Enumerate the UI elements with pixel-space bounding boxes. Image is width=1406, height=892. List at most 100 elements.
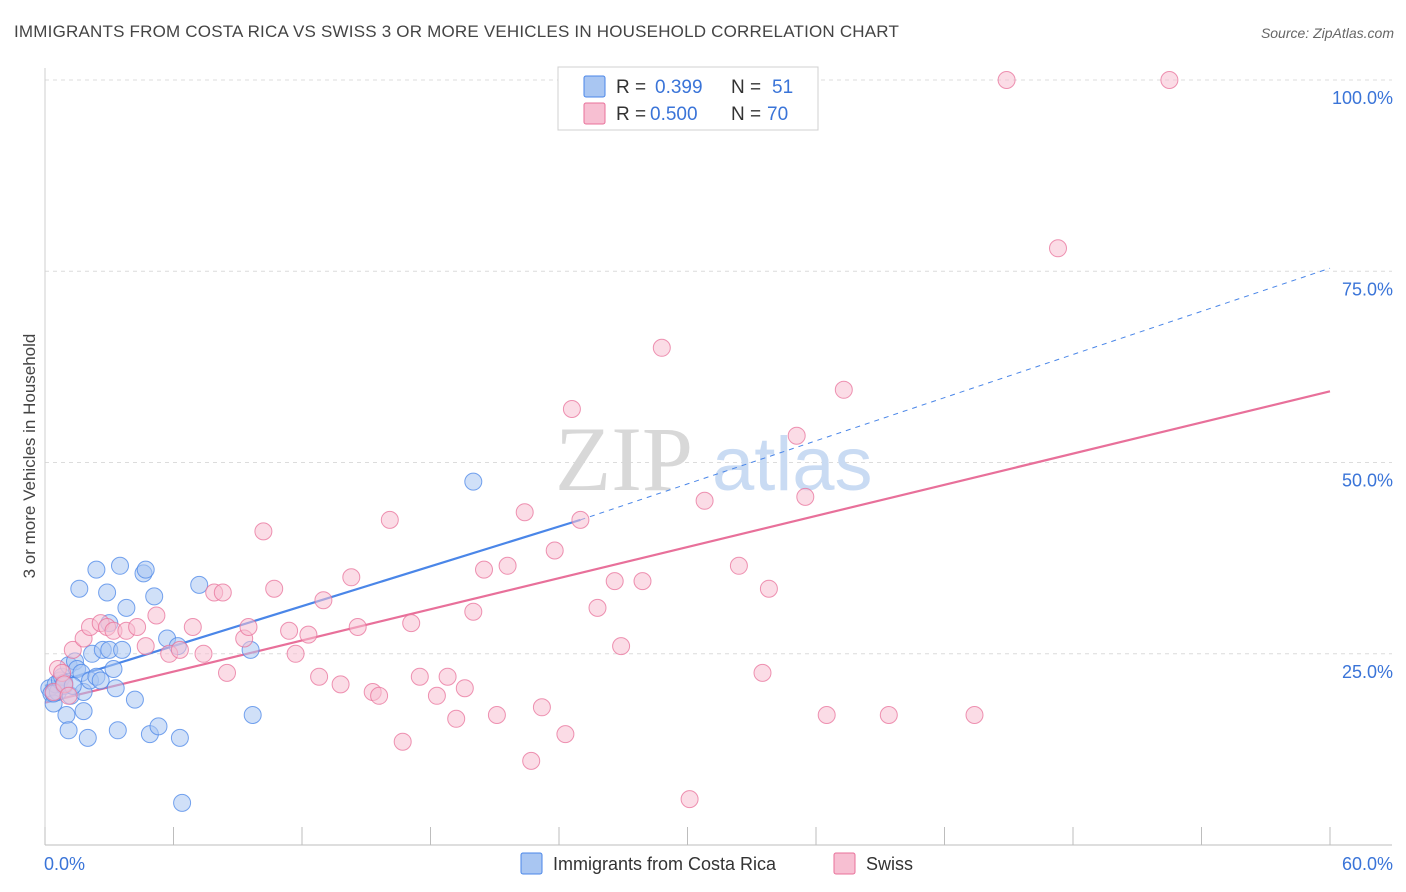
data-point — [108, 721, 127, 740]
data-point — [111, 556, 129, 575]
legend-n-value-1: 51 — [772, 77, 793, 98]
data-point — [98, 583, 117, 602]
data-point — [605, 572, 624, 591]
x-tick-label: 60.0% — [1342, 854, 1393, 874]
data-point — [147, 606, 166, 625]
watermark-zip: ZIP — [555, 408, 693, 510]
watermark: ZIP atlas — [555, 408, 873, 510]
data-point — [455, 679, 474, 698]
data-point — [545, 541, 564, 560]
y-axis-label: 3 or more Vehicles in Household — [20, 334, 39, 579]
data-point — [342, 568, 361, 587]
data-point — [393, 732, 412, 751]
bottom-legend-swatch-pink — [833, 852, 856, 875]
data-point — [759, 579, 778, 598]
legend-box: R = 0.399 N = 51 R = 0.500 N = 70 — [557, 66, 819, 131]
trend-line-0 — [44, 518, 581, 687]
data-point — [239, 618, 258, 636]
x-tick-label: 0.0% — [44, 854, 85, 874]
legend-n-label-1: N = — [731, 77, 761, 98]
data-point — [173, 793, 192, 812]
data-point — [113, 640, 132, 659]
data-point — [817, 706, 836, 724]
data-point — [136, 637, 155, 656]
source-label: Source: ZipAtlas.com — [1260, 25, 1394, 41]
grid-lines — [45, 79, 1392, 655]
data-point — [213, 583, 232, 602]
data-point — [117, 598, 136, 617]
axes — [44, 68, 1392, 846]
data-point — [299, 625, 318, 644]
data-point — [588, 598, 607, 617]
data-point — [729, 556, 748, 575]
trend-line-extension-0 — [580, 267, 1331, 521]
legend-n-value-2: 70 — [767, 104, 788, 125]
data-point — [464, 472, 483, 491]
data-point — [427, 686, 446, 705]
data-point — [695, 491, 714, 510]
data-point — [106, 679, 125, 698]
data-point — [487, 706, 506, 724]
data-point — [997, 71, 1016, 89]
data-point — [796, 487, 815, 506]
data-point — [125, 690, 144, 709]
data-point — [136, 560, 155, 579]
data-point — [59, 686, 78, 705]
data-point — [74, 702, 93, 721]
data-point — [612, 637, 631, 656]
bottom-legend-label-1: Immigrants from Costa Rica — [553, 854, 777, 874]
data-point — [331, 675, 350, 694]
legend-r-value-1: 0.399 — [655, 77, 703, 98]
legend-swatch-blue — [583, 75, 606, 98]
data-point — [965, 706, 984, 724]
data-point — [243, 706, 262, 724]
data-point — [183, 618, 202, 636]
data-point — [834, 380, 853, 399]
chart-title: IMMIGRANTS FROM COSTA RICA VS SWISS 3 OR… — [14, 22, 900, 41]
data-point — [310, 667, 329, 686]
data-point — [78, 728, 97, 747]
data-point — [145, 587, 164, 606]
data-point — [70, 579, 89, 598]
data-point — [498, 556, 517, 575]
data-point — [57, 706, 76, 724]
data-point — [879, 706, 898, 724]
data-point — [286, 644, 305, 663]
data-point — [447, 709, 466, 728]
legend-r-label-1: R = — [616, 77, 646, 98]
data-point — [91, 671, 110, 690]
data-point — [128, 618, 147, 636]
tick-labels: 100.0% 75.0% 50.0% 25.0% 0.0% 60.0% — [44, 88, 1393, 874]
data-point — [63, 640, 82, 659]
data-point — [265, 579, 284, 598]
data-point — [571, 510, 590, 529]
data-point — [475, 560, 493, 579]
data-point — [556, 725, 575, 744]
data-point — [280, 621, 299, 640]
bottom-legend: Immigrants from Costa Rica Swiss — [520, 852, 913, 875]
data-point — [562, 400, 581, 418]
data-point — [194, 644, 213, 663]
data-point — [254, 522, 273, 541]
legend-r-label-2: R = — [616, 104, 646, 125]
data-point — [170, 640, 189, 659]
y-tick-label: 50.0% — [1342, 471, 1393, 491]
data-point — [87, 560, 106, 579]
data-point — [104, 660, 123, 678]
legend-swatch-pink — [583, 102, 606, 125]
bottom-legend-swatch-blue — [520, 852, 543, 875]
data-point — [787, 426, 806, 445]
data-point — [59, 721, 78, 740]
data-point — [380, 510, 399, 529]
data-point — [370, 686, 389, 705]
data-point — [170, 728, 189, 747]
data-point — [410, 667, 429, 686]
data-point — [464, 602, 483, 621]
y-tick-label: 100.0% — [1332, 88, 1393, 108]
data-point — [314, 591, 333, 610]
legend-n-label-2: N = — [731, 104, 761, 125]
bottom-legend-label-2: Swiss — [866, 854, 913, 874]
data-point — [348, 618, 367, 636]
data-point — [522, 751, 541, 770]
data-point — [633, 572, 652, 591]
